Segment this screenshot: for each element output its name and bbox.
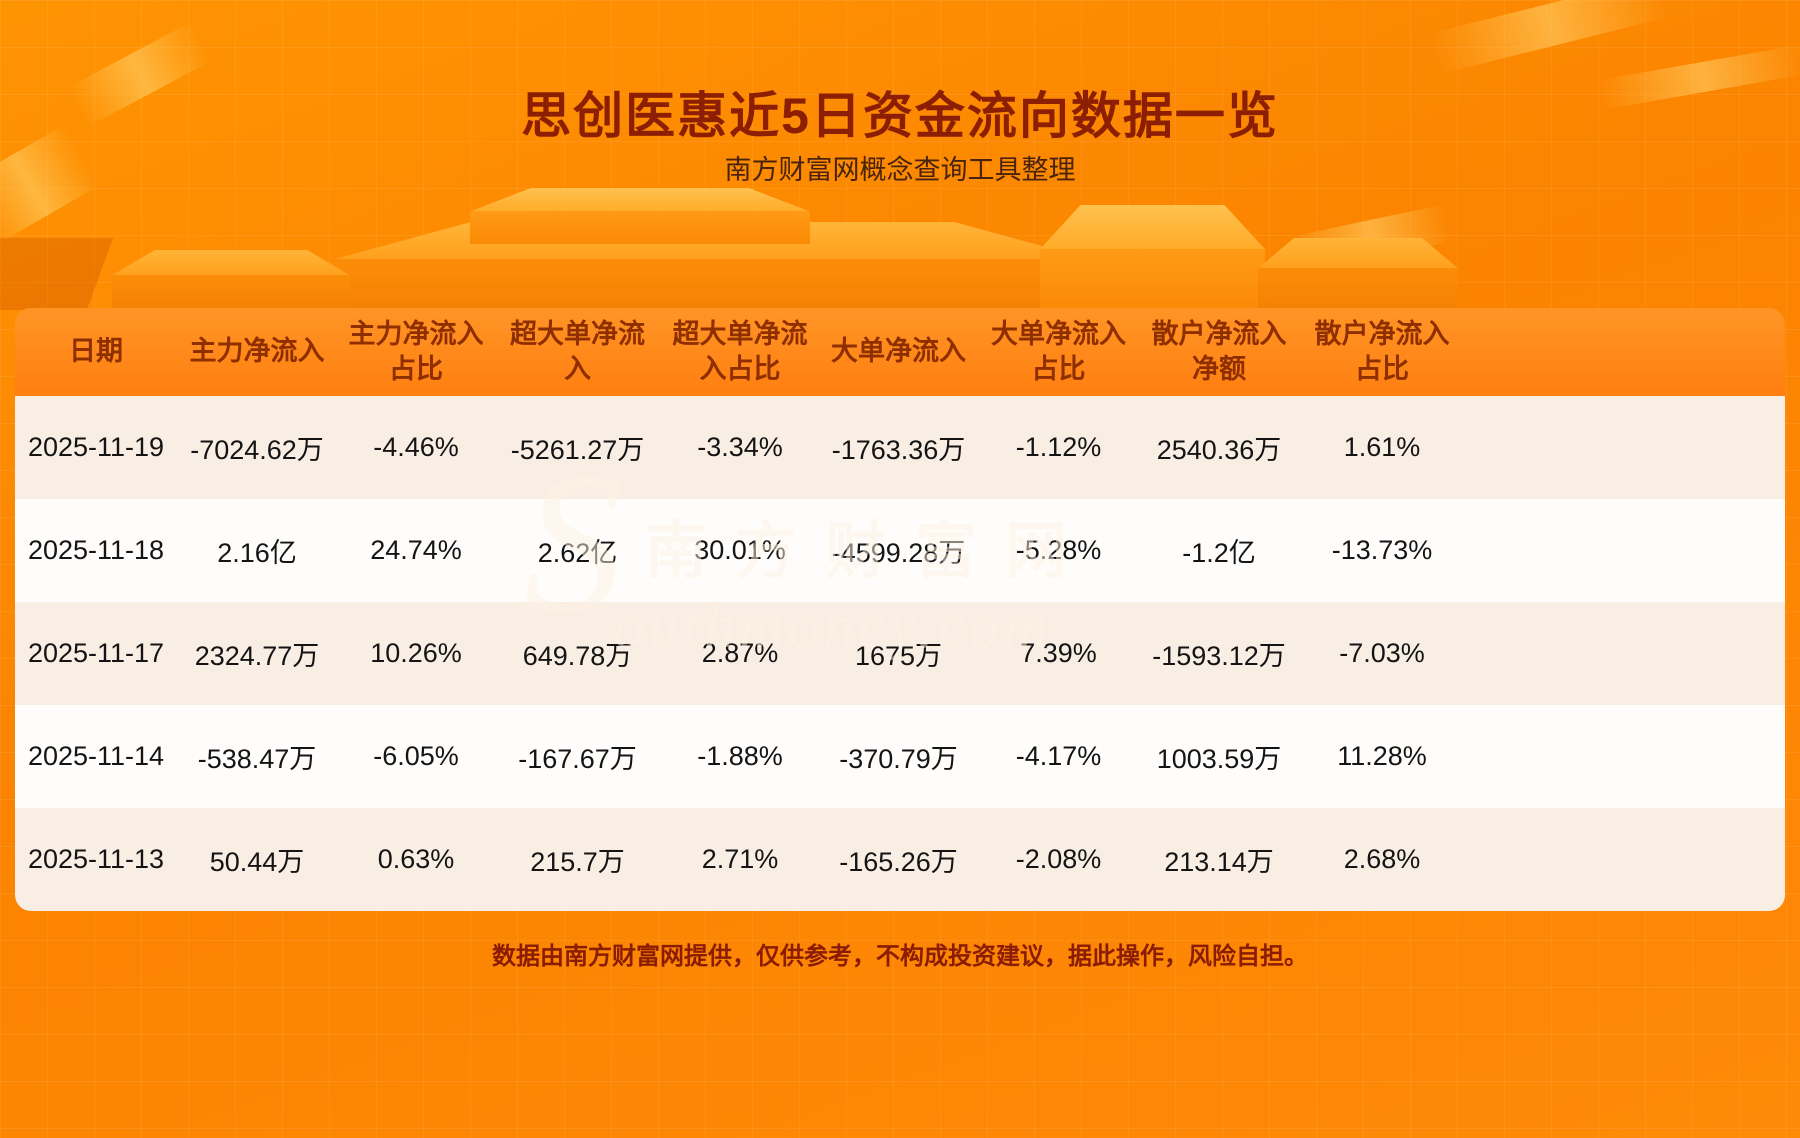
table-row: 2025-11-19 -7024.62万 -4.46% -5261.27万 -3.34%… bbox=[15, 396, 1785, 499]
podium-front-face bbox=[335, 258, 1090, 310]
value-cell: -165.26万 bbox=[839, 847, 958, 877]
value-cell: -4599.28万 bbox=[831, 538, 966, 568]
date-cell: 2025-11-18 bbox=[27, 535, 165, 565]
value-cell: 1675万 bbox=[854, 641, 943, 671]
table-body: 2025-11-19 -7024.62万 -4.46% -5261.27万 -3.34%… bbox=[15, 396, 1785, 911]
podium-top-face bbox=[1040, 205, 1265, 250]
column-header: 日期 bbox=[69, 336, 123, 367]
value-cell: -4.17% bbox=[1015, 741, 1102, 771]
column-header: 超大单净流入 bbox=[510, 318, 645, 384]
podium-front-face bbox=[1258, 268, 1458, 310]
column-header: 大单净流入 bbox=[831, 336, 966, 367]
fund-flow-table: 日期 主力净流入 主力净流入占比 超大单净流入 超大单净流入占比 大单净流入 大单净流入占比… bbox=[15, 308, 1785, 911]
value-cell: -4.46% bbox=[373, 432, 459, 462]
value-cell: 1003.59万 bbox=[1156, 744, 1282, 774]
date-cell: 2025-11-19 bbox=[27, 432, 165, 462]
value-cell: 7.39% bbox=[1020, 638, 1097, 668]
value-cell: -538.47万 bbox=[197, 744, 317, 774]
value-cell: 11.28% bbox=[1337, 741, 1427, 771]
value-cell: -7024.62万 bbox=[190, 435, 324, 465]
decoration-podium-center-raised bbox=[470, 188, 810, 244]
table-row: 2025-11-14 -538.47万 -6.05% -167.67万 -1.88% -3… bbox=[15, 705, 1785, 808]
podium-front-face bbox=[112, 275, 350, 310]
value-cell: -1.12% bbox=[1015, 432, 1102, 462]
table-header-row: 日期 主力净流入 主力净流入占比 超大单净流入 超大单净流入占比 大单净流入 大单净流入占比… bbox=[15, 308, 1785, 396]
value-cell: 2.62亿 bbox=[537, 538, 618, 568]
value-cell: 215.7万 bbox=[530, 847, 625, 877]
date-cell: 2025-11-13 bbox=[27, 844, 165, 874]
value-cell: -5261.27万 bbox=[510, 435, 645, 465]
value-cell: 10.26% bbox=[370, 638, 462, 668]
column-header: 散户净流入净额 bbox=[1151, 318, 1287, 384]
value-cell: 2.71% bbox=[701, 844, 779, 874]
column-header: 主力净流入占比 bbox=[348, 318, 484, 384]
value-cell: 1.61% bbox=[1343, 432, 1421, 462]
page-subtitle: 南方财富网概念查询工具整理 bbox=[724, 155, 1076, 185]
value-cell: 2.16亿 bbox=[217, 538, 297, 568]
decoration-podium-right-short bbox=[1258, 238, 1458, 310]
page-title: 思创医惠近5日资金流向数据一览 bbox=[521, 87, 1279, 144]
podium-top-face bbox=[112, 250, 350, 276]
date-cell: 2025-11-17 bbox=[27, 638, 165, 668]
column-header: 散户净流入占比 bbox=[1314, 318, 1450, 384]
value-cell: -2.08% bbox=[1015, 844, 1102, 874]
value-cell: -167.67万 bbox=[518, 744, 637, 774]
date-cell: 2025-11-14 bbox=[27, 741, 165, 771]
value-cell: 2.87% bbox=[701, 638, 779, 668]
value-cell: -1.2亿 bbox=[1182, 538, 1256, 568]
column-header: 大单净流入占比 bbox=[991, 318, 1126, 384]
value-cell: 50.44万 bbox=[209, 847, 305, 877]
value-cell: -13.73% bbox=[1331, 535, 1433, 565]
value-cell: -6.05% bbox=[373, 741, 459, 771]
value-cell: 2324.77万 bbox=[194, 641, 320, 671]
decoration-podium-right-tall bbox=[1040, 205, 1265, 310]
decoration-podium-left bbox=[112, 250, 350, 310]
value-cell: 0.63% bbox=[377, 844, 455, 874]
column-header: 主力净流入 bbox=[189, 336, 325, 367]
podium-front-face bbox=[470, 211, 810, 244]
table-row: 2025-11-13 50.44万 0.63% 215.7万 2.71% -165.26万… bbox=[15, 808, 1785, 911]
value-cell: 2540.36万 bbox=[1156, 435, 1282, 465]
column-header: 超大单净流入占比 bbox=[672, 318, 808, 384]
podium-front-face bbox=[1040, 249, 1265, 310]
value-cell: -370.79万 bbox=[839, 744, 958, 774]
value-cell: 213.14万 bbox=[1164, 847, 1274, 877]
value-cell: -7.03% bbox=[1339, 638, 1425, 668]
value-cell: 24.74% bbox=[370, 535, 462, 565]
value-cell: 649.78万 bbox=[522, 641, 633, 671]
value-cell: -1763.36万 bbox=[831, 435, 966, 465]
value-cell: -5.28% bbox=[1015, 535, 1102, 565]
value-cell: -3.34% bbox=[697, 432, 783, 462]
table-row: 2025-11-18 2.16亿 24.74% 2.62亿 30.01% -4599.28… bbox=[15, 499, 1785, 602]
value-cell: -1.88% bbox=[697, 741, 783, 771]
value-cell: 2.68% bbox=[1343, 844, 1421, 874]
disclaimer-text: 数据由南方财富网提供，仅供参考，不构成投资建议，据此操作，风险自担。 bbox=[492, 943, 1308, 970]
value-cell: -1593.12万 bbox=[1152, 641, 1286, 671]
podium-top-face bbox=[470, 188, 810, 212]
value-cell: 30.01% bbox=[694, 535, 786, 565]
podium-top-face bbox=[1258, 238, 1458, 269]
table-row: 2025-11-17 2324.77万 10.26% 649.78万 2.87% 1675… bbox=[15, 602, 1785, 705]
